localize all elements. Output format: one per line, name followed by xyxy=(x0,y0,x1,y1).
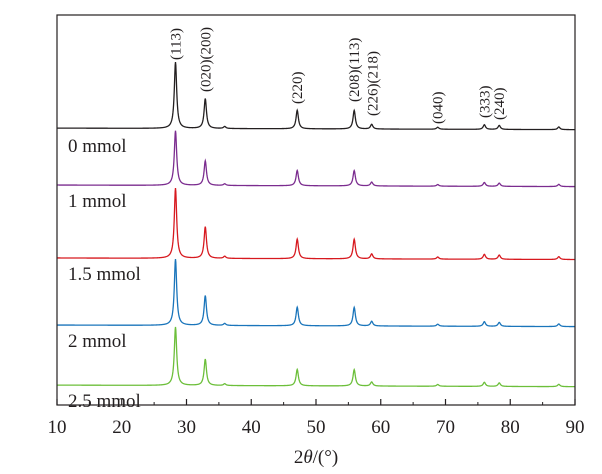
peak-label: (333) xyxy=(477,86,493,119)
x-tick-label: 70 xyxy=(436,417,455,438)
x-axis-label: 2θ/(°) xyxy=(294,447,338,468)
peak-label: (226)(218) xyxy=(365,51,381,116)
x-tick-label: 50 xyxy=(307,417,326,438)
plot-frame xyxy=(56,14,576,406)
x-tick-label: 80 xyxy=(501,417,520,438)
peak-label: (240) xyxy=(492,88,508,121)
series-line-1 xyxy=(57,130,575,188)
peak-label: (208)(113) xyxy=(347,38,363,102)
peak-label: (113) xyxy=(168,28,184,60)
series-line-0 xyxy=(57,62,575,131)
x-tick-label: 20 xyxy=(112,417,131,438)
x-tick-label: 30 xyxy=(177,417,196,438)
x-tick-label: 90 xyxy=(566,417,585,438)
x-tick-label: 10 xyxy=(48,417,67,438)
x-tick-label: 40 xyxy=(242,417,261,438)
peak-label: (020)(200) xyxy=(198,27,214,92)
series-label: 2 mmol xyxy=(68,331,127,352)
series-line-4 xyxy=(57,326,575,388)
x-tick-label: 60 xyxy=(371,417,390,438)
series-label: 1.5 mmol xyxy=(68,264,141,285)
peak-label: (220) xyxy=(290,72,306,105)
series-label: 0 mmol xyxy=(68,136,127,157)
series-line-3 xyxy=(57,258,575,328)
series-label: 1 mmol xyxy=(68,191,127,212)
peak-label: (040) xyxy=(431,92,447,125)
series-line-2 xyxy=(57,187,575,261)
series-label: 2.5 mmol xyxy=(68,391,141,412)
